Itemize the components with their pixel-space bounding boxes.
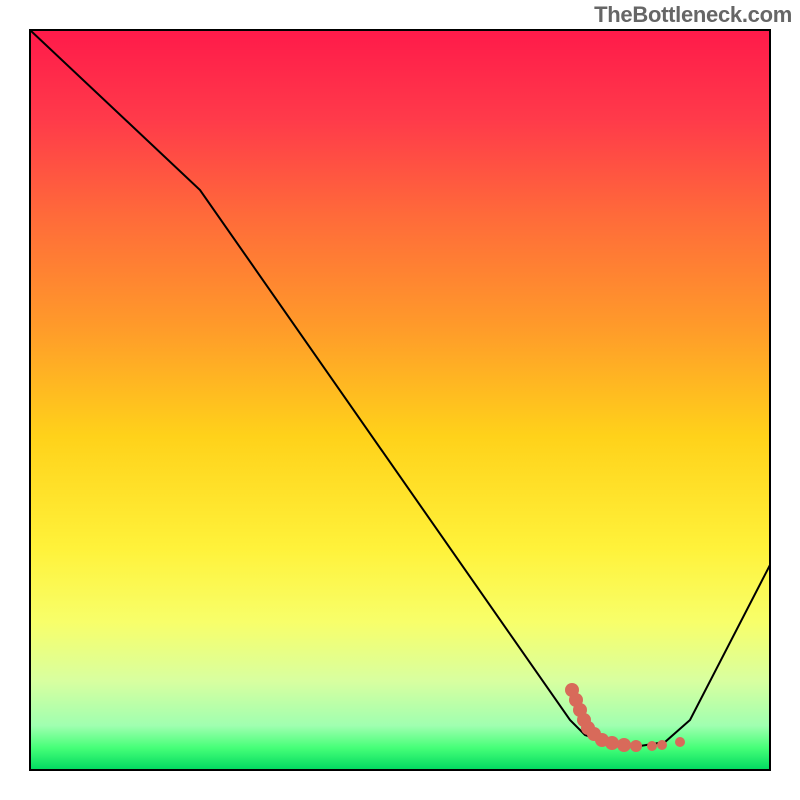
watermark-label: TheBottleneck.com [594,2,792,28]
chart-background-gradient [30,30,770,770]
bottleneck-chart [0,0,800,800]
chart-container: TheBottleneck.com [0,0,800,800]
